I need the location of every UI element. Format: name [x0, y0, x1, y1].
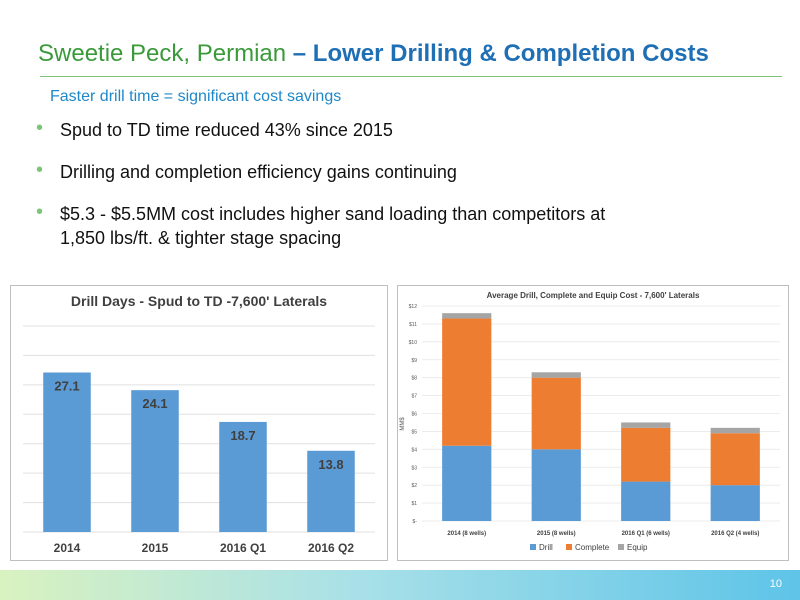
bar-segment-drill: [531, 449, 581, 521]
x-tick-label: 2015: [142, 541, 169, 555]
y-tick-label: $-: [413, 519, 418, 525]
y-tick-label: $11: [409, 322, 417, 328]
bullet-text: Drilling and completion efficiency gains…: [60, 162, 457, 182]
x-tick-label: 2016 Q2 (4 wells): [711, 531, 759, 537]
bar-segment-drill: [621, 481, 671, 521]
y-tick-label: $8: [411, 376, 417, 382]
bar-segment-drill: [710, 485, 760, 521]
bar: [219, 421, 267, 532]
data-label: 24.1: [142, 396, 167, 411]
x-tick-label: 2016 Q2: [308, 541, 354, 555]
bar: [43, 372, 91, 532]
y-tick-label: $3: [411, 465, 417, 471]
cost-chart: Average Drill, Complete and Equip Cost -…: [400, 291, 780, 552]
y-tick-label: $9: [411, 358, 417, 364]
chart-title: Average Drill, Complete and Equip Cost -…: [487, 291, 700, 300]
y-tick-label: $1: [411, 501, 417, 507]
y-tick-label: $7: [411, 394, 417, 400]
bar-segment-equip: [621, 422, 671, 428]
data-label: 13.8: [318, 457, 343, 472]
chart-title: Drill Days - Spud to TD -7,600' Laterals: [71, 293, 327, 309]
legend-swatch: [530, 544, 536, 550]
y-tick-label: $12: [409, 304, 418, 310]
bullet-item: • Drilling and completion efficiency gai…: [34, 159, 734, 184]
bar-segment-complete: [621, 427, 671, 482]
data-label: 18.7: [230, 428, 255, 443]
legend-label: Equip: [627, 543, 648, 552]
bar: [307, 450, 355, 532]
footer-band: [0, 570, 800, 600]
bar-segment-equip: [531, 372, 581, 378]
x-tick-label: 2016 Q1 (6 wells): [622, 531, 670, 537]
bullet-item: • $5.3 - $5.5MM cost includes higher san…: [34, 201, 734, 250]
legend-swatch: [566, 544, 572, 550]
bullet-dot-icon: •: [36, 117, 44, 139]
bullet-item: • Spud to TD time reduced 43% since 2015: [34, 117, 734, 142]
y-tick-label: $6: [411, 412, 417, 418]
y-tick-label: $4: [411, 447, 417, 453]
x-tick-label: 2014: [54, 541, 81, 555]
bar-segment-equip: [442, 313, 492, 319]
bullet-dot-icon: •: [36, 201, 44, 223]
title-topic: – Lower Drilling & Completion Costs: [292, 40, 709, 67]
slide-title: Sweetie Peck, Permian – Lower Drilling &…: [38, 40, 709, 68]
x-tick-label: 2016 Q1: [220, 541, 266, 555]
legend-swatch: [618, 544, 624, 550]
y-tick-label: $10: [409, 340, 418, 346]
y-tick-label: $5: [411, 429, 417, 435]
legend-label: Drill: [539, 543, 553, 552]
data-label: 27.1: [54, 378, 79, 393]
cost-chart-panel: Average Drill, Complete and Equip Cost -…: [397, 285, 789, 561]
bullet-dot-icon: •: [36, 159, 44, 181]
x-tick-label: 2015 (8 wells): [537, 531, 576, 537]
bullet-list: • Spud to TD time reduced 43% since 2015…: [34, 117, 734, 268]
bar-segment-complete: [531, 377, 581, 450]
bullet-text: $5.3 - $5.5MM cost includes higher sand …: [60, 204, 606, 224]
bullet-text: Spud to TD time reduced 43% since 2015: [60, 120, 393, 140]
title-divider: [40, 76, 782, 77]
bar-segment-complete: [442, 318, 492, 446]
bar-segment-drill: [442, 445, 492, 521]
slide-subtitle: Faster drill time = significant cost sav…: [50, 88, 342, 105]
drill-days-chart-panel: Drill Days - Spud to TD -7,600' Laterals…: [10, 285, 388, 561]
drill-days-chart: Drill Days - Spud to TD -7,600' Laterals…: [23, 293, 375, 555]
y-axis-label: MM$: [400, 417, 406, 431]
bullet-text-continued: 1,850 lbs/ft. & tighter stage spacing: [60, 228, 342, 248]
bar-segment-complete: [710, 433, 760, 486]
legend-label: Complete: [575, 543, 610, 552]
x-tick-label: 2014 (8 wells): [447, 531, 486, 537]
page-number: 10: [769, 578, 782, 590]
bar-segment-equip: [710, 427, 760, 434]
title-location: Sweetie Peck, Permian: [38, 40, 293, 67]
y-tick-label: $2: [411, 483, 417, 489]
bar: [131, 390, 179, 532]
